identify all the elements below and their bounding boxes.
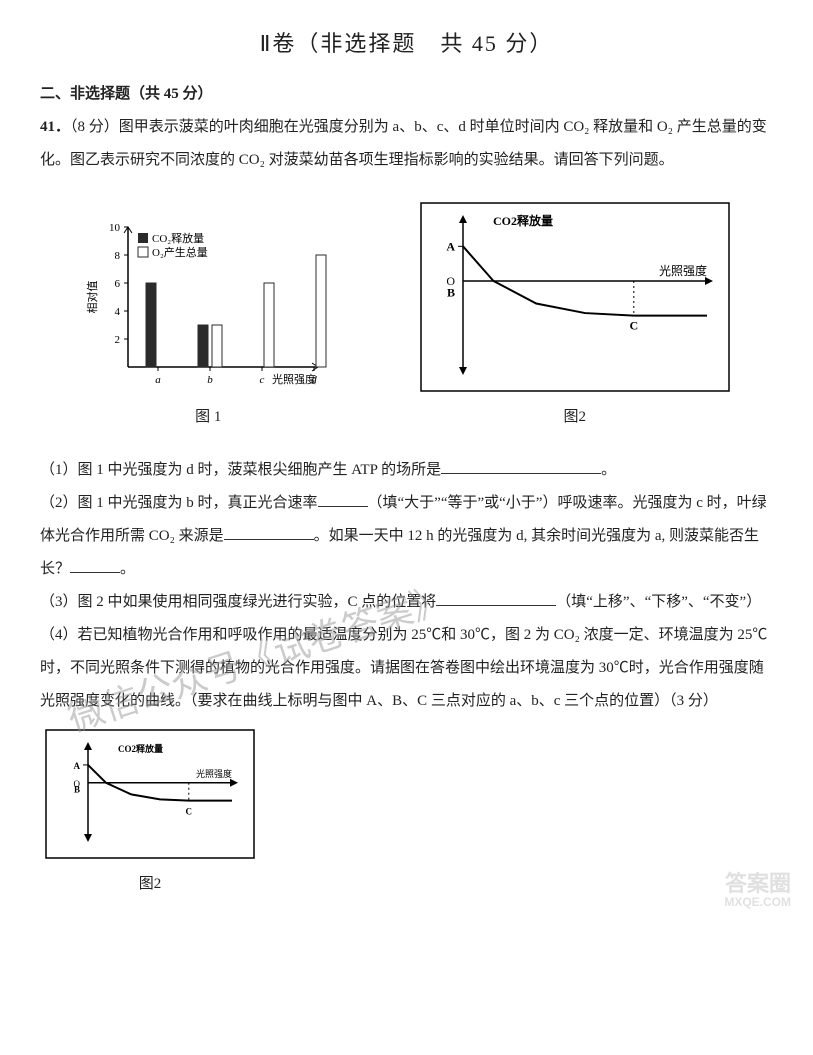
corner-watermark: 答案圈 MXQE.COM xyxy=(724,872,791,909)
q41-points: （8 分） xyxy=(70,119,119,135)
q41-p2-d: 。 xyxy=(120,561,135,577)
q41-p3-b: （填“上移”、“下移”、“不变”） xyxy=(556,594,761,610)
q41-p3: （3）图 2 中如果使用相同强度绿光进行实验，C 点的位置将 （填“上移”、“下移… xyxy=(40,586,773,619)
page-title: Ⅱ卷（非选择题 共 45 分） xyxy=(40,20,773,68)
svg-text:光照强度: 光照强度 xyxy=(272,372,316,386)
svg-text:CO2释放量: CO2释放量 xyxy=(493,213,553,228)
q41-stem-text: 图甲表示菠菜的叶肉细胞在光强度分别为 a、b、c、d 时单位时间内 CO₂ 释放… xyxy=(40,119,767,168)
q41-p1-b: 。 xyxy=(601,462,616,478)
svg-text:C: C xyxy=(186,807,193,817)
q41-num: 41． xyxy=(40,119,70,135)
svg-text:B: B xyxy=(74,785,80,795)
q41-p4: （4）若已知植物光合作用和呼吸作用的最适温度分别为 25℃和 30℃，图 2 为… xyxy=(40,619,773,718)
svg-text:10: 10 xyxy=(109,222,121,234)
svg-text:c: c xyxy=(260,374,265,386)
q41-stem: 41．（8 分）图甲表示菠菜的叶肉细胞在光强度分别为 a、b、c、d 时单位时间… xyxy=(40,111,773,177)
blank-p2-3 xyxy=(70,557,120,573)
blank-p2-2 xyxy=(224,524,314,540)
fig2b-chart: CO2释放量光照强度AOBC xyxy=(40,724,260,864)
svg-text:CO₂释放量: CO₂释放量 xyxy=(152,231,204,245)
fig1-caption: 图 1 xyxy=(78,401,338,434)
fig1-chart: 246810相对值abcd光照强度CO₂释放量O₂产生总量 xyxy=(78,197,338,397)
fig2b-col: CO2释放量光照强度AOBC 图2 xyxy=(40,724,773,901)
svg-text:2: 2 xyxy=(115,334,121,346)
svg-text:CO2释放量: CO2释放量 xyxy=(118,743,163,754)
figure-row-1: 246810相对值abcd光照强度CO₂释放量O₂产生总量 图 1 CO2释放量… xyxy=(40,197,773,434)
fig2-caption: 图2 xyxy=(415,401,735,434)
wm2b: MXQE.COM xyxy=(724,896,791,909)
svg-text:A: A xyxy=(74,761,81,771)
q41-p4-a: （4）若已知植物光合作用和呼吸作用的最适温度分别为 25℃和 30℃，图 2 为… xyxy=(40,627,767,709)
q41-p1-a: （1）图 1 中光强度为 d 时，菠菜根尖细胞产生 ATP 的场所是 xyxy=(40,462,441,478)
svg-text:8: 8 xyxy=(115,250,121,262)
svg-text:b: b xyxy=(208,374,214,386)
svg-text:相对值: 相对值 xyxy=(85,281,99,314)
section-head: 二、非选择题（共 45 分） xyxy=(40,78,773,111)
svg-text:光照强度: 光照强度 xyxy=(196,768,232,779)
q41-p1: （1）图 1 中光强度为 d 时，菠菜根尖细胞产生 ATP 的场所是 。 xyxy=(40,454,773,487)
svg-text:光照强度: 光照强度 xyxy=(659,263,707,278)
fig2-chart: CO2释放量光照强度AOBC xyxy=(415,197,735,397)
fig2-col: CO2释放量光照强度AOBC 图2 xyxy=(415,197,735,434)
svg-text:B: B xyxy=(447,286,455,300)
wm2a: 答案圈 xyxy=(724,872,791,896)
svg-text:4: 4 xyxy=(115,306,121,318)
q41-p3-a: （3）图 2 中如果使用相同强度绿光进行实验，C 点的位置将 xyxy=(40,594,436,610)
blank-p1 xyxy=(441,458,601,474)
fig2b-caption: 图2 xyxy=(40,868,260,901)
blank-p3 xyxy=(436,590,556,606)
q41-p2-a: （2）图 1 中光强度为 b 时，真正光合速率 xyxy=(40,495,318,511)
blank-p2-1 xyxy=(318,491,368,507)
q41-p2: （2）图 1 中光强度为 b 时，真正光合速率（填“大于”“等于”或“小于”）呼… xyxy=(40,487,773,586)
svg-text:C: C xyxy=(629,319,638,333)
fig1-col: 246810相对值abcd光照强度CO₂释放量O₂产生总量 图 1 xyxy=(78,197,338,434)
svg-text:O₂产生总量: O₂产生总量 xyxy=(152,245,208,259)
svg-text:6: 6 xyxy=(115,278,121,290)
svg-text:a: a xyxy=(156,374,162,386)
svg-text:A: A xyxy=(446,240,455,254)
